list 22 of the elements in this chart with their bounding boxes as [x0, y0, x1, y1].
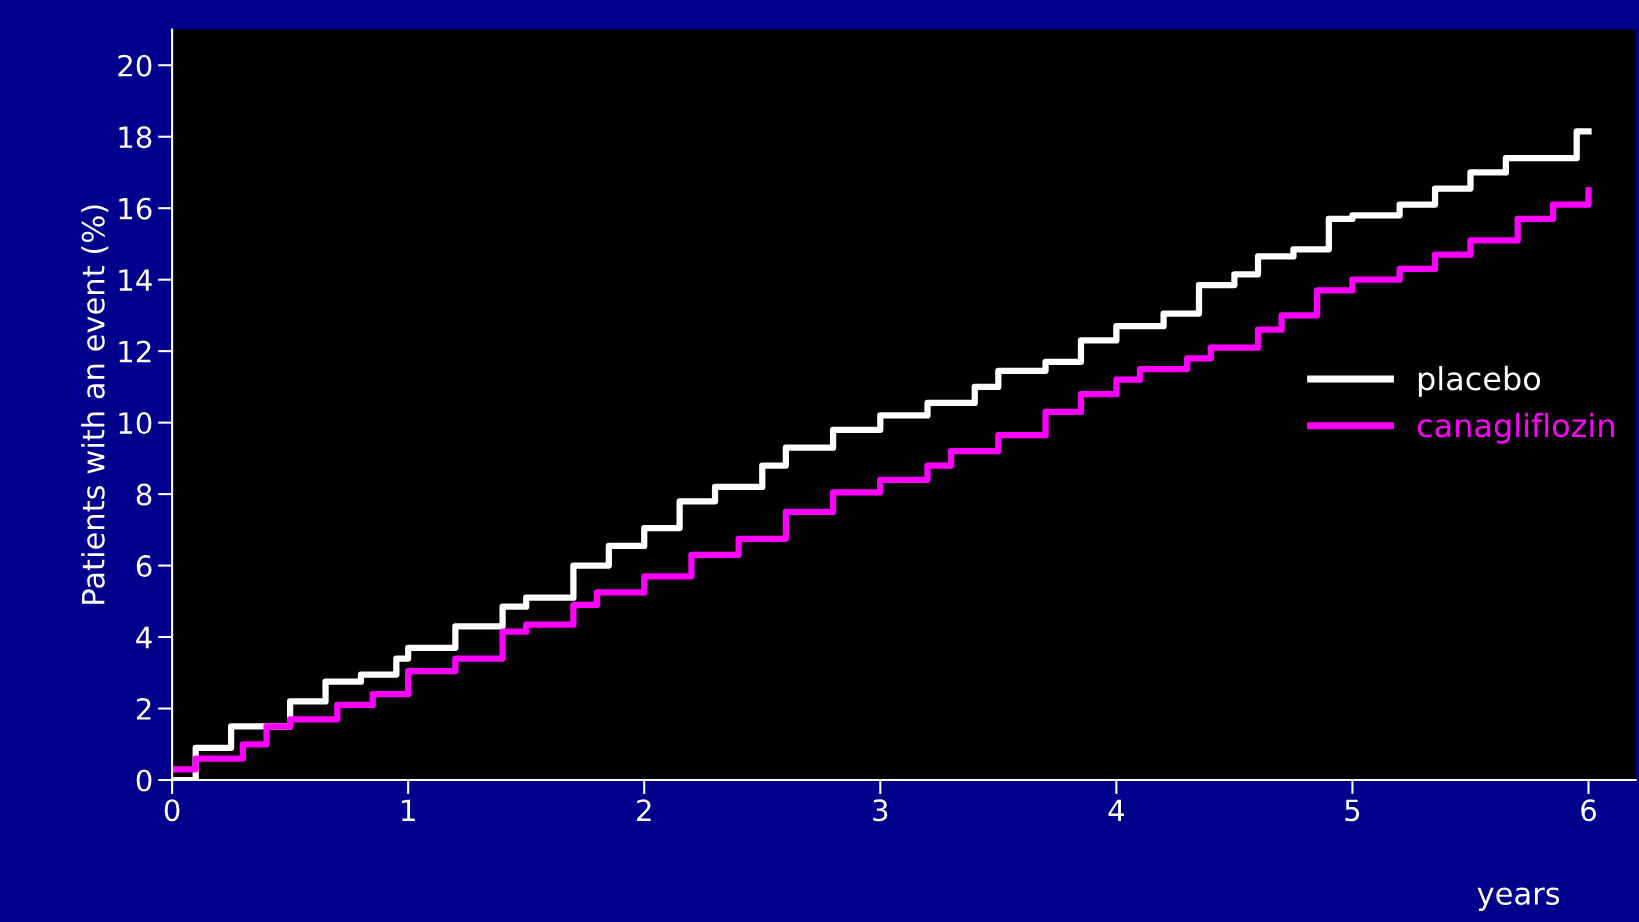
y-axis-title: Patients with an event (%) — [81, 205, 109, 604]
y-tick-label: 14 — [119, 269, 152, 291]
y-tick-label: 16 — [119, 197, 152, 220]
y-tick-label: 18 — [119, 126, 152, 149]
x-tick-label: 4 — [1108, 799, 1125, 821]
x-axis-title: years — [1477, 887, 1560, 911]
legend-label: placebo — [1418, 365, 1541, 397]
y-tick-label: 20 — [118, 54, 152, 77]
y-tick-label: 6 — [136, 555, 152, 578]
y-tick-label: 4 — [136, 626, 152, 649]
y-tick-label: 8 — [136, 483, 152, 506]
y-tick-label: 0 — [136, 769, 152, 792]
legend-label: canagliflozin — [1417, 412, 1614, 444]
x-tick-label: 0 — [164, 799, 180, 822]
x-tick-label: 5 — [1345, 799, 1360, 822]
y-tick-label: 10 — [119, 412, 152, 435]
x-tick-label: 6 — [1581, 799, 1596, 822]
x-tick-label: 2 — [637, 799, 651, 821]
x-tick-label: 3 — [873, 799, 888, 822]
y-tick-label: 12 — [119, 340, 151, 363]
y-tick-label: 2 — [136, 697, 151, 720]
x-tick-label: 1 — [402, 799, 415, 821]
